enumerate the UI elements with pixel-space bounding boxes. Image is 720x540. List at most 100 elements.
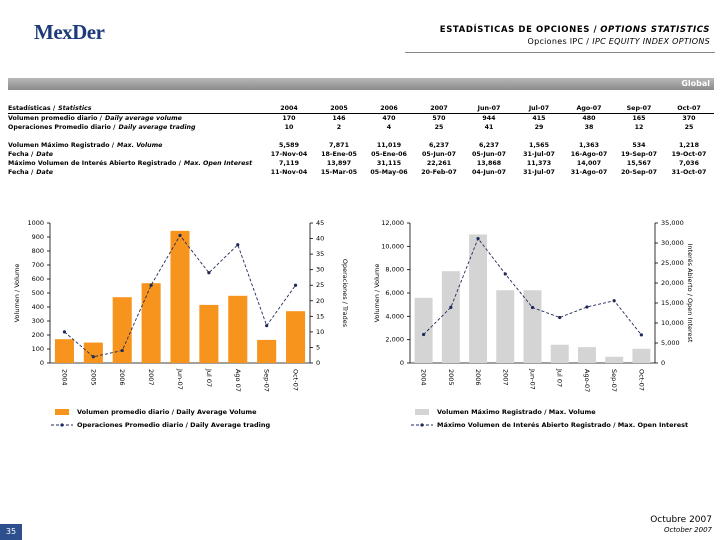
cell: 20-Feb-07 <box>421 169 457 176</box>
x-tick-label: Ago 07 <box>234 369 242 392</box>
cell: 2006 <box>364 104 414 114</box>
line-marker <box>449 305 453 310</box>
cell: 11,373 <box>526 160 552 167</box>
line-marker <box>149 283 153 287</box>
cell: 41 <box>484 124 494 131</box>
y2-tick-label: 20,000 <box>661 279 684 287</box>
title: ESTADÍSTICAS DE OPCIONES / OPTIONS STATIS… <box>440 25 710 35</box>
bar <box>228 295 248 363</box>
subtitle-es: Opciones IPC / <box>527 37 590 46</box>
line-marker <box>612 299 616 303</box>
bar <box>550 344 569 363</box>
subtitle-en: IPC EQUITY INDEX OPTIONS <box>592 37 710 46</box>
section-band: Global <box>8 78 714 90</box>
line-marker <box>178 233 182 238</box>
cell: 31-Ago-07 <box>570 169 608 176</box>
label-en: Statistics <box>58 105 92 112</box>
bar <box>414 297 433 363</box>
table-row: Máximo Volumen de Interés Abierto Regist… <box>8 159 714 168</box>
cell: 7,871 <box>329 142 349 149</box>
cell: Jun-07 <box>464 104 514 114</box>
cell: 6,237 <box>479 142 499 149</box>
label-es: Volumen Máximo Registrado / <box>8 142 115 149</box>
y-tick-label: 12,000 <box>381 219 404 227</box>
x-tick-label: 2004 <box>60 369 68 386</box>
cell: 19-Oct-07 <box>671 151 707 158</box>
y-tick-label: 1000 <box>27 219 44 227</box>
cell: 11,019 <box>376 142 402 149</box>
y-tick-label: 700 <box>32 261 44 269</box>
bar <box>170 230 190 363</box>
bar <box>496 290 515 363</box>
cell: 165 <box>632 115 646 122</box>
legend-marker <box>420 423 424 427</box>
y2-tick-label: 20 <box>316 297 324 305</box>
bar <box>199 304 219 363</box>
y2-tick-label: 0 <box>316 359 320 367</box>
row-label: Estadísticas / Statistics <box>8 104 264 114</box>
x-tick-label: Ago-07 <box>583 369 591 392</box>
cell: 04-Jun-07 <box>471 169 507 176</box>
bar <box>523 290 542 363</box>
bar <box>257 339 277 363</box>
legend-label: Volumen Máximo Registrado / Max. Volume <box>437 408 596 416</box>
row-label: Volumen promedio diario / Daily average v… <box>8 114 264 124</box>
y-tick-label: 100 <box>32 345 44 353</box>
legend-label: Máximo Volumen de Interés Abierto Regist… <box>437 421 688 429</box>
label-en: Daily average trading <box>118 124 196 131</box>
cell: 05-Jun-07 <box>421 151 457 158</box>
cell: Jul-07 <box>514 104 564 114</box>
footer: Octubre 2007 October 2007 <box>650 515 712 534</box>
x-tick-label: 2006 <box>118 369 126 386</box>
cell: 29 <box>534 124 544 131</box>
legend-label: Volumen promedio diario / Daily Average … <box>77 408 257 416</box>
label-es: Volumen promedio diario / <box>8 115 102 122</box>
x-tick-label: 2006 <box>474 369 482 386</box>
title-en: OPTIONS STATISTICS <box>600 25 710 35</box>
table-row: Volumen promedio diario / Daily average v… <box>8 114 714 124</box>
x-tick-label: Jun-07 <box>176 368 184 390</box>
cell: 2005 <box>314 104 364 114</box>
y2-tick-label: 5 <box>316 343 320 351</box>
cell: 12 <box>634 124 644 131</box>
cell: Oct-07 <box>664 104 714 114</box>
y2-tick-label: 0 <box>661 359 665 367</box>
cell: 10 <box>284 124 294 131</box>
label-es: Estadísticas / <box>8 105 56 112</box>
x-tick-label: 2004 <box>420 369 428 386</box>
cell: 14,007 <box>576 160 602 167</box>
bar <box>112 297 132 363</box>
line-marker <box>265 324 269 328</box>
row-label: Volumen Máximo Registrado / Max. Volume <box>8 141 264 150</box>
header: ESTADÍSTICAS DE OPCIONES / OPTIONS STATIS… <box>440 25 710 46</box>
y2-tick-label: 15 <box>316 312 324 320</box>
cell: Sep-07 <box>614 104 664 114</box>
line-marker <box>91 355 95 359</box>
y-axis-title: Volumen / Volume <box>373 264 381 323</box>
y2-tick-label: 30 <box>316 266 324 274</box>
x-tick-label: Jun-07 <box>529 368 537 390</box>
cell: 170 <box>282 115 296 122</box>
cell: 25 <box>434 124 444 131</box>
y2-tick-label: 10,000 <box>661 319 684 327</box>
cell: 944 <box>482 115 496 122</box>
y-tick-label: 2,000 <box>385 336 404 344</box>
bar <box>441 271 460 363</box>
cell: 19-Sep-07 <box>620 151 658 158</box>
cell: 146 <box>332 115 346 122</box>
y2-tick-label: 15,000 <box>661 299 684 307</box>
row-label: Máximo Volumen de Interés Abierto Regist… <box>8 159 264 168</box>
x-tick-label: Jul 07 <box>205 368 213 387</box>
cell: 370 <box>682 115 696 122</box>
cell: 13,868 <box>476 160 502 167</box>
line-marker <box>476 236 480 241</box>
label-en: Date <box>36 151 54 158</box>
label-en: Daily average volume <box>104 115 182 122</box>
bar <box>577 347 596 363</box>
x-tick-label: Sep-07 <box>610 369 618 392</box>
rule <box>405 52 715 53</box>
cell: 16-Ago-07 <box>570 151 608 158</box>
page-number: 35 <box>0 524 22 540</box>
